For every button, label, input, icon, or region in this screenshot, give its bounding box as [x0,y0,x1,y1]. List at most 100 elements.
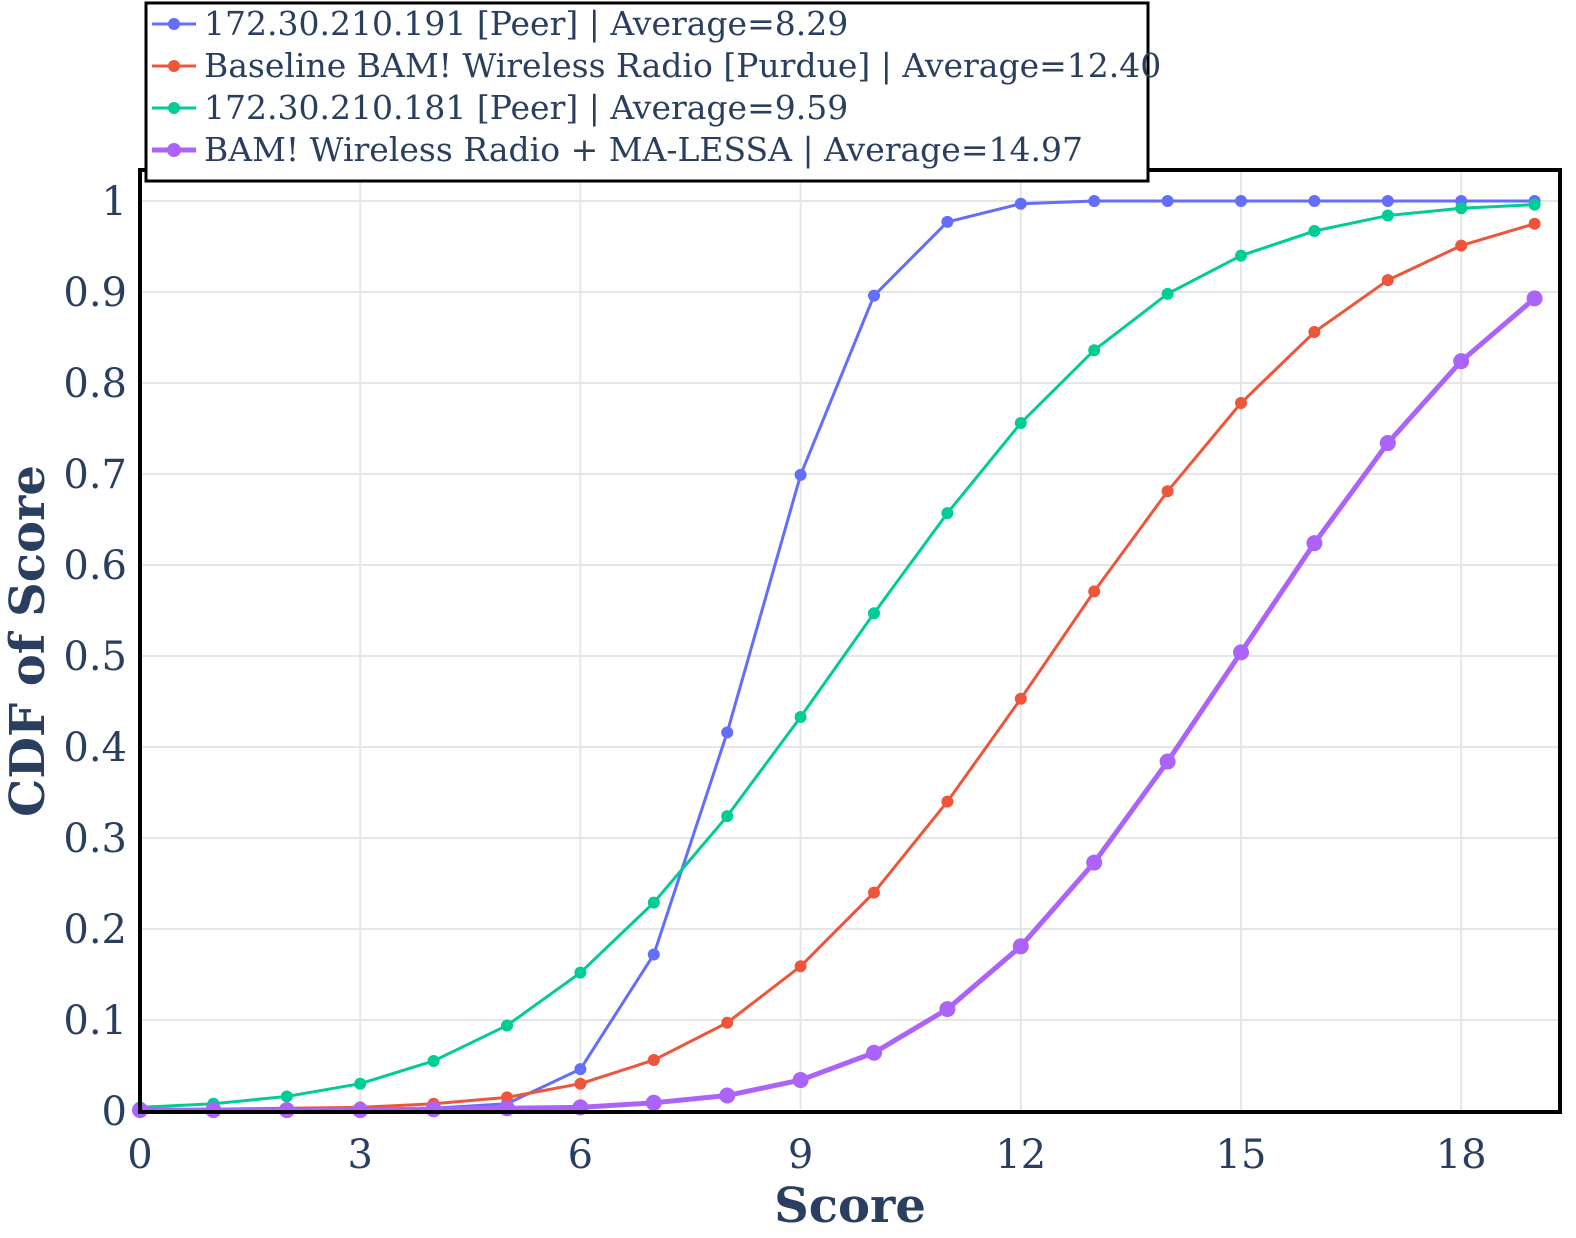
data-point [1528,217,1541,230]
data-point [1012,938,1029,955]
data-point [1159,753,1176,770]
data-point [1161,287,1174,300]
legend-box [144,1,1150,183]
data-point [1235,397,1247,410]
data-point [941,507,954,520]
series-line [140,296,1537,1113]
data-point [721,810,734,823]
series-line [139,203,1535,1109]
data-point [868,886,880,899]
legend-swatch-marker [168,60,180,72]
series-3 [132,290,1543,1119]
legend-label: BAM! Wireless Radio + MA-LESSA | Average… [204,130,1083,169]
legend-item: Baseline BAM! Wireless Radio [Purdue] | … [152,46,1161,85]
y-tick-label: 0.3 [63,816,127,862]
data-point [939,1001,956,1018]
data-point [574,1063,587,1076]
data-point [574,1077,587,1090]
y-tick-label: 0.7 [63,452,127,498]
data-point [721,726,734,739]
x-tick-label: 9 [788,1132,813,1178]
data-point [501,1091,513,1104]
data-point [1235,249,1247,262]
grid-lines [139,170,1560,1112]
data-point [574,966,587,979]
x-tick-label: 6 [568,1132,593,1178]
data-point [1086,854,1103,871]
legend-swatch-marker [167,143,181,157]
data-point [866,1044,882,1061]
data-point [1235,195,1247,207]
legend: 172.30.210.191 [Peer] | Average=8.29Base… [144,1,1161,183]
plot-frame [138,168,1562,1114]
data-point [427,1054,440,1067]
data-point [1233,644,1249,661]
data-point [1381,209,1394,222]
series-layer [132,195,1543,1119]
legend-swatch-marker [168,102,180,114]
x-tick-label: 12 [995,1132,1046,1178]
data-point [792,1072,809,1089]
legend-item: 172.30.210.181 [Peer] | Average=9.59 [152,88,848,127]
data-point [1306,535,1323,552]
y-tick-label: 0.2 [63,907,127,953]
y-tick-label: 0 [102,1089,127,1135]
data-point [280,1090,293,1103]
data-point [721,1016,734,1029]
tick-labels: 0 3 6 9 12 15 18 0 0.1 0.2 0.3 0.4 0.5 0.6 0.7 0.8 0.9 1 [63,179,1486,1178]
data-point [1526,290,1543,307]
data-point [1381,274,1394,287]
y-tick-label: 0.6 [63,543,127,589]
y-tick-label: 0.1 [63,998,127,1044]
legend-swatch-marker [168,18,180,30]
data-point [941,795,954,808]
y-tick-label: 0.8 [63,361,127,407]
data-point [1014,197,1027,210]
data-point [1088,344,1101,357]
data-point [501,1019,513,1032]
data-point [647,948,660,961]
legend-label: 172.30.210.181 [Peer] | Average=9.59 [204,88,848,127]
legend-item: BAM! Wireless Radio + MA-LESSA | Average… [152,130,1083,169]
data-point [719,1087,736,1104]
data-point [647,1054,660,1067]
series-2 [134,198,1541,1114]
data-point [1381,195,1394,207]
x-tick-label: 18 [1436,1132,1487,1178]
data-point [1088,195,1101,207]
y-tick-label: 0.5 [63,634,127,680]
data-point [425,1101,442,1118]
data-point [647,896,660,909]
legend-label: Baseline BAM! Wireless Radio [Purdue] | … [204,46,1161,85]
data-point [1455,202,1468,215]
data-point [794,468,807,481]
x-tick-label: 3 [347,1132,372,1178]
y-tick-label: 0.9 [63,270,127,316]
data-point [1014,417,1027,430]
y-axis-title: CDF of Score [0,465,56,817]
data-point [1014,692,1027,705]
legend-label: 172.30.210.191 [Peer] | Average=8.29 [204,4,848,43]
x-axis-title: Score [774,1178,926,1234]
data-point [941,215,954,228]
data-point [1308,195,1321,207]
data-point [1161,195,1174,207]
legend-item: 172.30.210.191 [Peer] | Average=8.29 [152,4,848,43]
data-point [1453,353,1470,370]
data-point [354,1077,367,1090]
y-tick-label: 0.4 [63,725,127,771]
data-point [645,1094,662,1111]
data-point [794,960,807,973]
data-point [868,289,880,302]
data-point [794,710,807,723]
data-point [1528,198,1541,211]
series-line [139,222,1536,1112]
data-point [1308,326,1321,339]
data-point [868,607,880,620]
data-point [1455,239,1468,252]
x-tick-label: 0 [127,1132,152,1178]
data-point [1088,585,1101,598]
data-point [1379,435,1396,452]
data-point [1308,225,1321,238]
